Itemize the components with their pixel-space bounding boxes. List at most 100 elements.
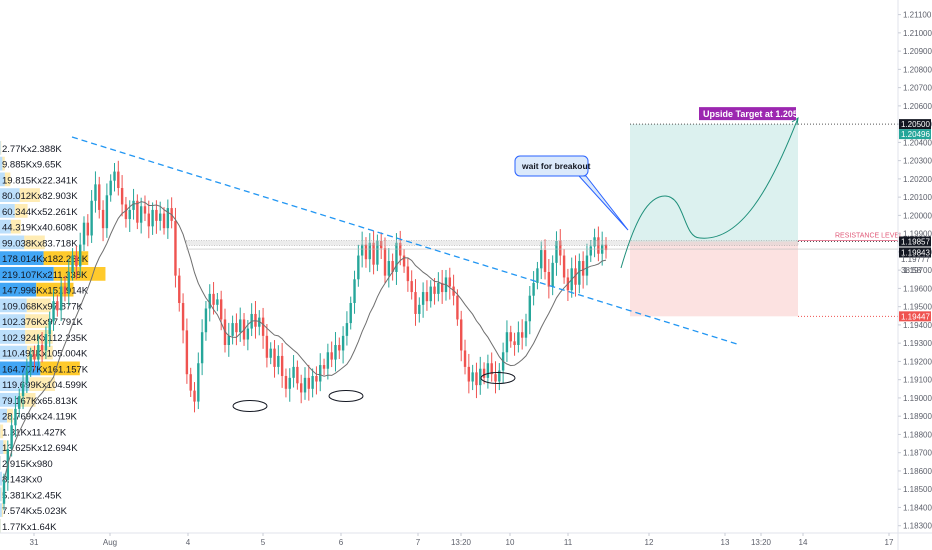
candle-body [44,334,48,351]
candle-body [540,250,543,269]
candle-body [63,286,67,294]
price-label-target-sub: 1.20496 [899,129,931,140]
candle-body [467,366,471,382]
candle-body [559,240,562,256]
time-tick-label: 6 [339,538,344,547]
candle-body [562,255,566,278]
candle-body [364,244,368,260]
volume-profile-label: 9.885Kx9.65K [2,160,62,171]
price-tick-label: 1.18500 [903,485,932,494]
candle-body [395,242,398,272]
volume-profile-label: 7.574Kx5.023K [2,506,68,517]
candle-body [463,350,467,367]
volume-profile-bar-buy [0,235,25,250]
candle-body [543,250,547,272]
candle-body [357,255,360,280]
price-tick-label: 1.19600 [903,284,932,293]
time-tick-label: 13:20 [751,538,772,547]
candle-body [18,396,21,409]
price-tick-label: 1.18600 [903,467,932,476]
price-tick-label: 1.18300 [903,522,932,531]
candle-body [132,200,135,210]
volume-profile-label: 178.014Kx182.264K [2,254,89,265]
time-tick-label: 10 [506,538,515,547]
candle-body [315,376,318,382]
candle-body [258,317,261,327]
price-label-countdown: 38:58 [901,266,922,275]
candle-body [581,261,585,276]
price-tick-label: 1.20600 [903,102,932,111]
volume-profile-bar-buy [0,456,1,470]
candle-body [14,408,17,426]
projection-path [620,117,799,269]
candle-body [391,261,394,272]
time-tick-label: 11 [564,538,573,547]
volume-profile-bar-buy [0,440,4,454]
price-tick-label: 1.19900 [903,230,932,239]
price-tick-label: 1.20300 [903,157,932,166]
candle-body [299,383,303,393]
candle-body [71,255,74,272]
time-axis[interactable]: 31 Aug 4 5 6 7 13:20 10 11 12 13 13:20 14 17 [0,532,932,547]
candle-body [40,344,44,351]
volume-profile-bar-sell [0,424,4,439]
price-label-target: 1.20500 [899,119,931,130]
candle-body [353,279,356,304]
volume-profile-bar-sell [26,298,51,313]
price-tick-label: 1.21100 [903,11,932,20]
volume-profile-bar-buy [0,219,11,234]
volume-profile-bar-buy [0,345,28,360]
candle-body [448,277,451,287]
candle-body [372,242,375,265]
candle-body [360,244,364,256]
price-label-stop: 1.19447 [899,311,931,322]
descending-trendline [71,136,738,345]
volume-profile-label: 8.143Kx0 [2,475,42,486]
candle-body [433,286,436,294]
candle-body [574,268,577,285]
volume-profile-label: 79.167Kx65.813K [2,396,78,407]
volume-profile-label: 13.625Kx12.694K [2,443,78,454]
time-tick-label: 31 [30,538,39,547]
candle-body [414,292,417,314]
price-tick-label: 1.20200 [903,175,932,184]
volume-profile-label: 102.376Kx97.791K [2,317,83,328]
volume-profile-bar-sell [0,141,2,155]
volume-profile-bar-buy [0,282,37,297]
svg-text:1.19843: 1.19843 [901,248,930,257]
candle-body [109,180,112,196]
price-label-current: 1.19843 [899,247,931,258]
candle-body [21,383,25,397]
swing-low-marker [232,400,268,412]
candle-body [59,286,63,311]
candle-body [517,332,520,345]
candle-body [37,344,40,360]
candle-body [425,292,429,302]
candle-body [440,282,444,293]
candle-body [280,355,284,377]
candle-body [227,335,230,345]
candle-body [273,348,276,367]
candle-body [303,377,307,393]
candle-body [593,237,596,247]
candle-body [475,372,478,386]
price-label-last: 1.19777 [901,255,930,264]
candle-body [33,354,36,360]
candle-body [296,366,299,384]
candle-body [524,321,528,338]
candle-body [387,261,391,276]
time-tick-label: 5 [261,538,266,547]
volume-profile-bar-buy [0,330,26,344]
target-label: Upside Target at 1.2050 [703,109,803,119]
price-tick-label: 1.20000 [903,211,932,220]
candle-body [406,266,410,282]
volume-profile-bar-sell [53,267,106,281]
price-tick-label: 1.20800 [903,65,932,74]
profit-zone [630,124,798,242]
candle-body [509,332,512,342]
candle-body [532,282,535,296]
candle-body [589,246,592,256]
candle-body [113,171,116,181]
candle-body [604,244,608,251]
